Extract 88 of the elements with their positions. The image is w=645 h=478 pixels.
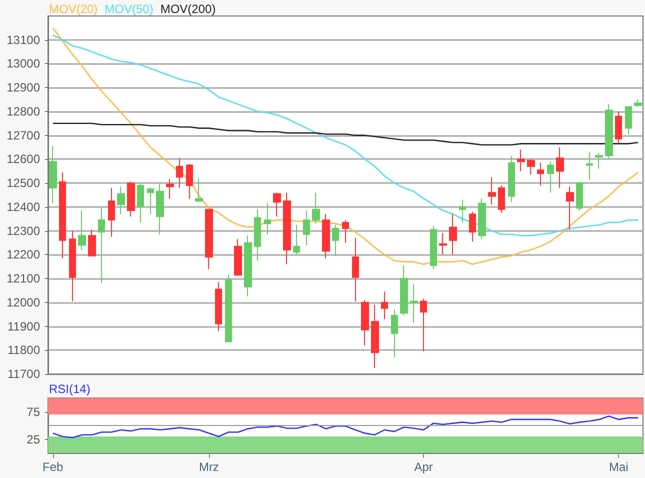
candlestick — [176, 158, 183, 188]
candlestick — [439, 232, 447, 256]
candlestick — [410, 284, 418, 324]
x-tick-label: Feb — [42, 460, 64, 474]
candlestick — [78, 210, 86, 250]
candlestick — [391, 309, 398, 358]
x-tick-label: Mai — [608, 460, 628, 474]
candlestick — [478, 198, 486, 240]
y-tick-label: 12200 — [6, 248, 40, 262]
candlestick — [430, 226, 437, 270]
candlestick — [537, 162, 544, 186]
y-tick-label: 12700 — [6, 128, 40, 142]
candlestick — [108, 187, 115, 238]
candlestick — [488, 176, 496, 206]
candlestick — [166, 178, 174, 200]
text: RSI(14) — [49, 382, 90, 396]
candlestick — [342, 220, 349, 244]
y-tick-label: 75 — [26, 404, 40, 419]
text: MOV(200) — [160, 2, 216, 16]
candlestick — [595, 152, 603, 170]
candlestick — [186, 163, 193, 200]
candlestick — [147, 187, 154, 215]
y-tick-label: 12400 — [6, 200, 40, 214]
candlestick — [303, 210, 310, 246]
candlestick — [156, 182, 164, 235]
y-tick-label: 12300 — [6, 224, 40, 238]
candlestick — [361, 300, 369, 346]
candlestick — [215, 282, 222, 332]
y-tick-label: 12100 — [6, 272, 40, 286]
candlestick — [332, 224, 339, 256]
y-tick-label: 11800 — [8, 343, 40, 358]
candlestick — [244, 235, 252, 297]
y-tick-label: 12900 — [6, 80, 40, 95]
candlestick — [127, 181, 135, 217]
candlestick — [576, 181, 583, 212]
candlestick — [293, 224, 300, 256]
y-tick-label: 12500 — [6, 176, 40, 190]
candlestick — [508, 155, 515, 203]
x-tick-label: Mrz — [198, 460, 219, 474]
candlestick — [615, 110, 622, 144]
y-tick-label: 12000 — [6, 295, 40, 310]
candlestick — [283, 192, 291, 265]
candlestick — [312, 192, 320, 224]
y-tick-label: 25 — [26, 432, 40, 446]
candlestick — [98, 206, 105, 284]
candlestick — [88, 229, 96, 256]
y-tick-label: 13100 — [6, 32, 40, 47]
candlestick — [381, 291, 388, 320]
y-tick-label: 11700 — [8, 367, 40, 381]
candlestick — [556, 146, 564, 188]
candlestick — [137, 182, 144, 223]
line-series — [52, 416, 639, 438]
candlestick — [517, 149, 525, 172]
candlestick — [371, 304, 379, 369]
text: MOV(50) — [104, 2, 154, 16]
candlestick — [586, 152, 593, 180]
candlestick — [234, 238, 242, 277]
candlestick — [459, 199, 466, 223]
candlestick — [498, 184, 505, 214]
x-tick-label: Apr — [414, 460, 433, 474]
candlestick — [625, 106, 632, 135]
line-series — [52, 122, 639, 146]
candlestick — [117, 186, 125, 215]
candlestick — [566, 186, 574, 230]
candlestick — [225, 274, 232, 342]
candlestick — [352, 237, 359, 302]
candlestick — [49, 146, 57, 204]
candlestick — [254, 208, 261, 262]
candlestick — [400, 264, 408, 316]
candlestick — [527, 158, 535, 176]
candlestick — [195, 178, 203, 203]
y-tick-label: 12600 — [6, 152, 40, 166]
series-label: MOV(20) — [49, 2, 98, 16]
candlestick — [547, 161, 554, 194]
candlestick — [205, 208, 213, 270]
candlestick — [59, 172, 66, 259]
candlestick — [264, 202, 271, 235]
candlestick — [634, 99, 642, 108]
candlestick — [69, 230, 76, 302]
y-tick-label: 11900 — [8, 319, 40, 334]
candlestick — [469, 211, 476, 242]
y-tick-label: 13000 — [6, 56, 40, 71]
candlestick — [605, 104, 613, 160]
candlestick — [449, 214, 457, 256]
candlestick — [273, 192, 281, 217]
y-tick-label: 12800 — [6, 104, 40, 118]
candlestick — [322, 214, 330, 259]
candlestick — [420, 298, 427, 352]
